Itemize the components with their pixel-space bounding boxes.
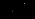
Polygon shape (22, 12, 23, 13)
Text: Ala: Ala (1, 0, 35, 16)
Text: U: U (3, 0, 26, 19)
FancyBboxPatch shape (22, 10, 23, 12)
FancyBboxPatch shape (10, 11, 11, 13)
Text: u: u (15, 3, 30, 19)
Ellipse shape (16, 3, 19, 5)
Polygon shape (23, 12, 24, 13)
FancyBboxPatch shape (16, 10, 17, 12)
Text: C: C (2, 0, 22, 19)
FancyBboxPatch shape (18, 10, 19, 12)
Polygon shape (17, 12, 18, 13)
Text: Cys: Cys (0, 0, 35, 15)
Text: U: U (10, 0, 33, 19)
Ellipse shape (20, 3, 22, 5)
FancyBboxPatch shape (7, 11, 25, 16)
Ellipse shape (23, 3, 26, 5)
Text: A: A (0, 0, 21, 19)
Polygon shape (11, 13, 12, 14)
Polygon shape (14, 13, 15, 14)
Text: U: U (0, 0, 30, 19)
Ellipse shape (27, 3, 29, 5)
FancyBboxPatch shape (18, 11, 19, 13)
Text: C: C (9, 0, 29, 19)
Text: G: G (6, 0, 29, 19)
Polygon shape (12, 10, 14, 12)
FancyBboxPatch shape (22, 12, 23, 13)
Polygon shape (16, 12, 17, 13)
Text: G: G (9, 0, 32, 19)
Ellipse shape (13, 3, 16, 5)
Polygon shape (17, 13, 18, 14)
Text: A: A (13, 0, 34, 19)
FancyBboxPatch shape (20, 11, 21, 13)
Text: Arg: Arg (0, 0, 35, 16)
Text: Thr: Thr (4, 0, 35, 16)
FancyBboxPatch shape (13, 11, 14, 13)
Polygon shape (11, 10, 12, 11)
Polygon shape (10, 13, 11, 14)
Text: A: A (8, 0, 30, 19)
Polygon shape (18, 13, 19, 14)
Polygon shape (13, 13, 14, 14)
Ellipse shape (8, 2, 24, 15)
FancyBboxPatch shape (9, 11, 10, 13)
FancyBboxPatch shape (11, 11, 12, 13)
Text: A: A (6, 0, 27, 19)
Bar (9, 12, 24, 14)
FancyBboxPatch shape (20, 10, 21, 12)
Text: U: U (0, 0, 20, 19)
Text: G: G (0, 0, 31, 19)
FancyBboxPatch shape (14, 11, 15, 13)
Polygon shape (11, 9, 13, 11)
Text: C: C (0, 0, 30, 19)
Text: U: U (6, 0, 29, 19)
FancyBboxPatch shape (21, 11, 22, 13)
Polygon shape (12, 10, 14, 12)
Text: G: G (2, 0, 24, 19)
FancyBboxPatch shape (17, 10, 18, 12)
FancyBboxPatch shape (15, 11, 16, 13)
Polygon shape (21, 13, 22, 14)
Text: C: C (6, 0, 26, 19)
Text: C: C (12, 0, 32, 19)
Text: G: G (9, 0, 31, 19)
Polygon shape (20, 12, 21, 13)
FancyBboxPatch shape (17, 11, 18, 13)
FancyBboxPatch shape (23, 10, 24, 12)
